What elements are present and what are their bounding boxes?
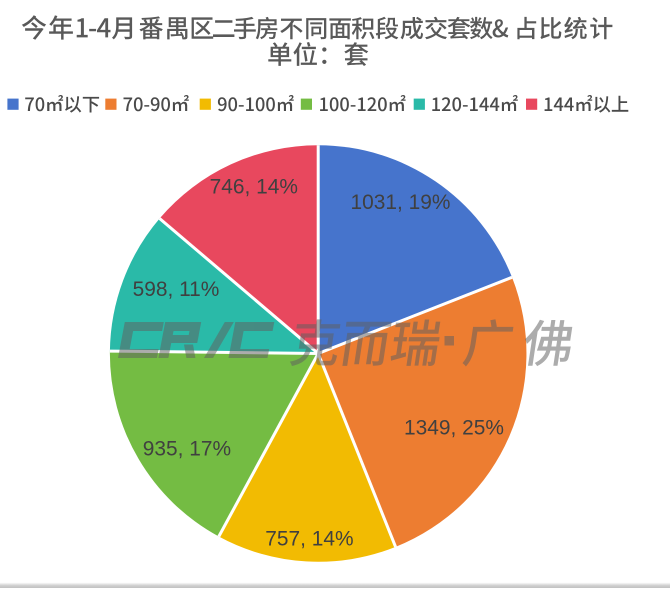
svg-text:935, 17%: 935, 17% [143, 438, 231, 461]
svg-text:746, 14%: 746, 14% [210, 176, 298, 199]
svg-text:598, 11%: 598, 11% [133, 278, 220, 301]
svg-text:1031, 19%: 1031, 19% [351, 191, 451, 214]
svg-text:1349, 25%: 1349, 25% [404, 417, 504, 440]
svg-text:757, 14%: 757, 14% [265, 528, 353, 551]
